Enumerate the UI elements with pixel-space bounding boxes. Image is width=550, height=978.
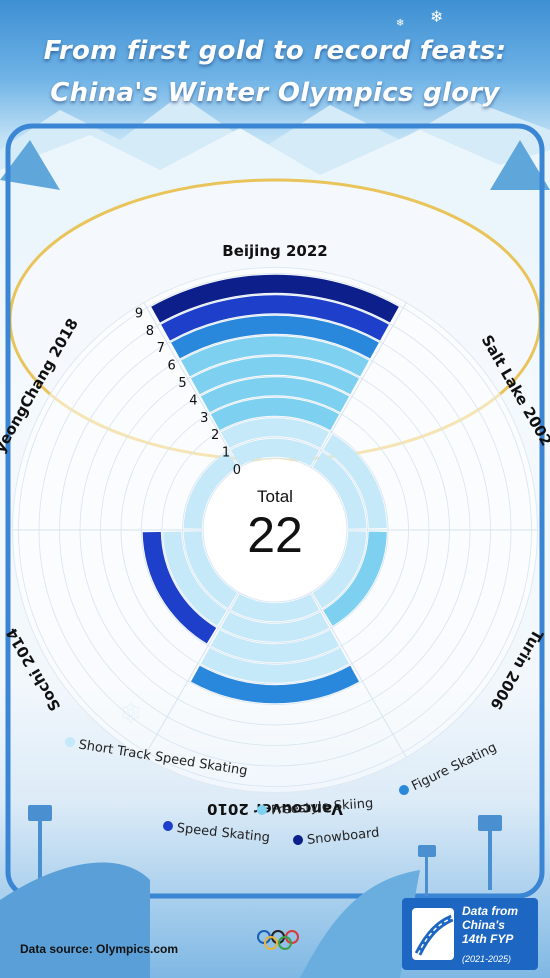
category-label: Vancouver 2010	[207, 800, 343, 818]
ski-jump-left	[0, 862, 150, 978]
bar-segment-vancouver-2010-short-track-speed-skating	[210, 629, 340, 663]
grid-spoke	[143, 302, 240, 468]
badge-text: Data from China's 14th FYP	[462, 904, 518, 946]
bar-segment-sochi-2014-short-track-speed-skating	[163, 531, 227, 626]
legend-item: Snowboard	[293, 826, 380, 849]
total-label: Total	[257, 487, 293, 506]
olympic-rings-icon	[257, 930, 299, 950]
radial-tick-label: 3	[200, 411, 208, 426]
bar-segment-beijing-2022-freestyle-skiing	[181, 336, 369, 377]
bar-segment-beijing-2022-freestyle-skiing	[190, 356, 360, 395]
bar-segment-beijing-2022-figure-skating	[171, 315, 379, 359]
radial-tick-label: 4	[189, 393, 197, 408]
bar-segment-sochi-2014-speed-skating	[142, 531, 217, 644]
legend-swatch	[257, 805, 267, 815]
bar-segment-turin-2006-freestyle-skiing	[323, 531, 387, 626]
bar-segment-vancouver-2010-short-track-speed-skating	[230, 594, 320, 622]
frame-border	[5, 123, 545, 899]
legend-label: Speed Skating	[176, 821, 271, 846]
road-icon	[412, 908, 454, 960]
legend-item: Speed Skating	[163, 821, 271, 846]
legend-swatch	[293, 835, 303, 845]
tree-left	[0, 140, 60, 190]
fyp-badge: Data from China's 14th FYP (2021-2025)	[402, 898, 538, 970]
tree-right	[490, 140, 550, 190]
radial-tick-label: 9	[135, 306, 143, 321]
bar-segment-pyeongchang-2018-short-track-speed-skating	[183, 451, 238, 529]
center-disc	[204, 459, 346, 601]
radial-tick-label: 7	[157, 341, 165, 356]
bar-segment-salt-lake-2002-short-track-speed-skating	[323, 434, 387, 529]
bar-segment-beijing-2022-freestyle-skiing	[200, 377, 350, 413]
bar-segment-vancouver-2010-short-track-speed-skating	[220, 611, 330, 642]
floodlight-icons	[28, 805, 502, 896]
data-source: Data source: Olympics.com	[20, 942, 179, 956]
radial-tick-label: 2	[211, 428, 219, 443]
headline-line-1: From first gold to record feats:	[43, 36, 507, 66]
bar-segment-beijing-2022-freestyle-skiing	[210, 397, 340, 431]
bar-segment-salt-lake-2002-short-track-speed-skating	[312, 451, 367, 529]
radial-tick-label: 5	[178, 376, 186, 391]
bar-segment-beijing-2022-speed-skating	[161, 295, 389, 341]
badge-line-4: (2021-2025)	[462, 954, 512, 964]
grid-spoke	[310, 302, 407, 468]
bar-segment-beijing-2022-short-track-speed-skating	[230, 438, 320, 466]
legend-label: Snowboard	[306, 826, 380, 849]
total-value: 22	[247, 507, 303, 563]
radial-tick-label: 1	[222, 446, 230, 461]
radial-tick-label: 6	[168, 359, 176, 374]
ski-jump-right	[300, 870, 420, 978]
category-label: Beijing 2022	[222, 242, 327, 260]
badge-line-1: Data from	[462, 904, 519, 918]
legend-swatch	[163, 821, 173, 831]
legend-label: Figure Skating	[409, 740, 499, 794]
bar-segment-beijing-2022-snowboard	[151, 274, 399, 323]
bar-segment-vancouver-2010-figure-skating	[190, 665, 360, 704]
legend-item: Freestyle Skiing	[257, 796, 374, 818]
radial-tick-label: 0	[233, 463, 241, 478]
badge-line-2: China's	[462, 918, 505, 932]
grid-spoke	[310, 592, 407, 758]
bar-segment-beijing-2022-short-track-speed-skating	[220, 418, 330, 449]
legend-swatch	[399, 785, 409, 795]
badge-line-3: 14th FYP	[462, 932, 514, 946]
bar-segment-vancouver-2010-short-track-speed-skating	[200, 647, 350, 683]
legend-label: Freestyle Skiing	[271, 796, 374, 818]
grid-spoke	[143, 592, 240, 758]
snowflake-icon: ❄	[430, 7, 443, 26]
bar-segment-sochi-2014-short-track-speed-skating	[183, 531, 238, 609]
radial-tick-label: 8	[146, 324, 154, 339]
bar-segment-turin-2006-short-track-speed-skating	[312, 531, 367, 609]
legend-swatch	[65, 737, 75, 747]
snowflake-icon: ❄	[396, 18, 404, 29]
headline-line-2: China's Winter Olympics glory	[50, 78, 500, 108]
